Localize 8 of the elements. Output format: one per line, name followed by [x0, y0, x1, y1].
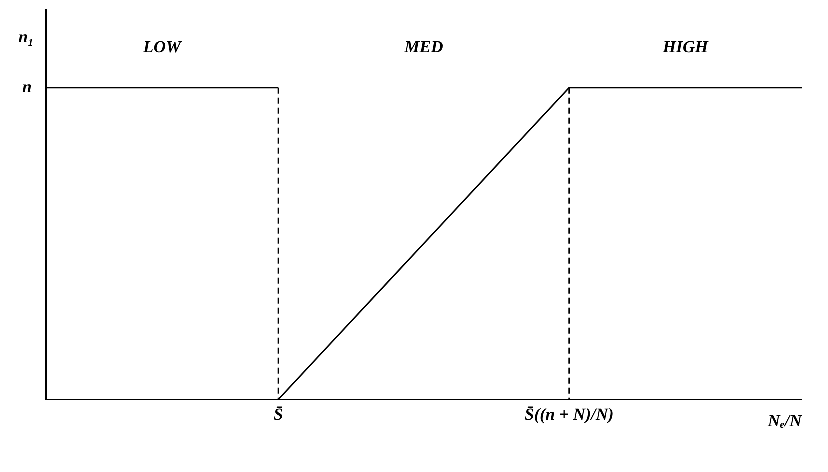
x-axis-title: Nₑ/N: [767, 411, 803, 430]
text: MED: [404, 37, 444, 56]
x-tick-label: S̄((n + N)/N): [524, 405, 614, 424]
y-axis-title: n₁: [18, 27, 34, 46]
text: LOW: [142, 37, 184, 56]
text: HIGH: [662, 37, 710, 56]
x-tick-label: S̄: [274, 405, 284, 424]
text: n: [22, 77, 32, 96]
